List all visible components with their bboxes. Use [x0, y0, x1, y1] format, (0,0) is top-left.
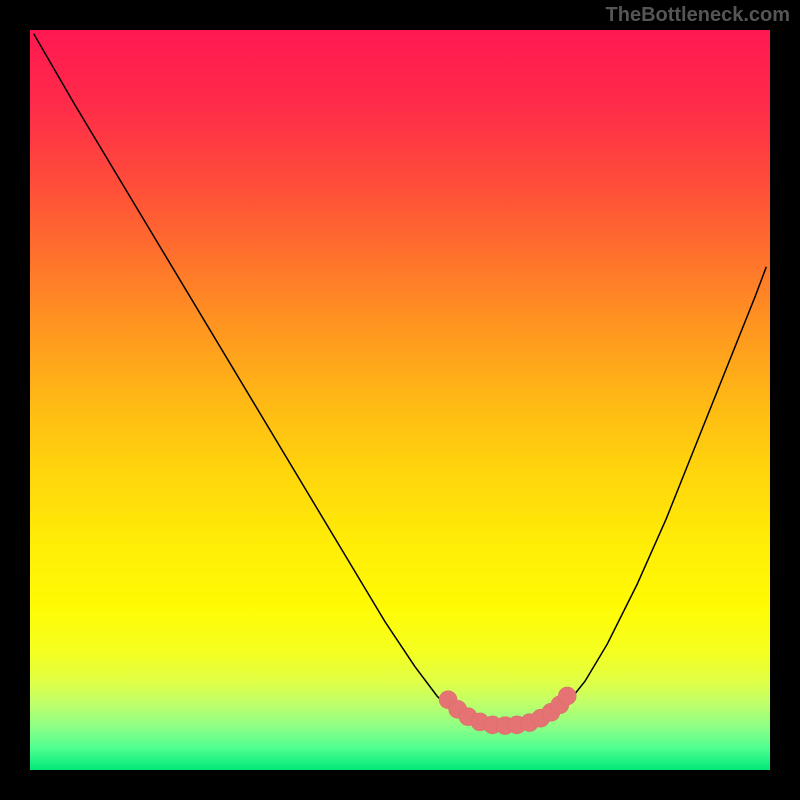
watermark-text: TheBottleneck.com [606, 4, 790, 27]
optimal-range-markers [30, 30, 770, 770]
chart-plot-area [30, 30, 770, 770]
optimal-marker [558, 687, 576, 705]
